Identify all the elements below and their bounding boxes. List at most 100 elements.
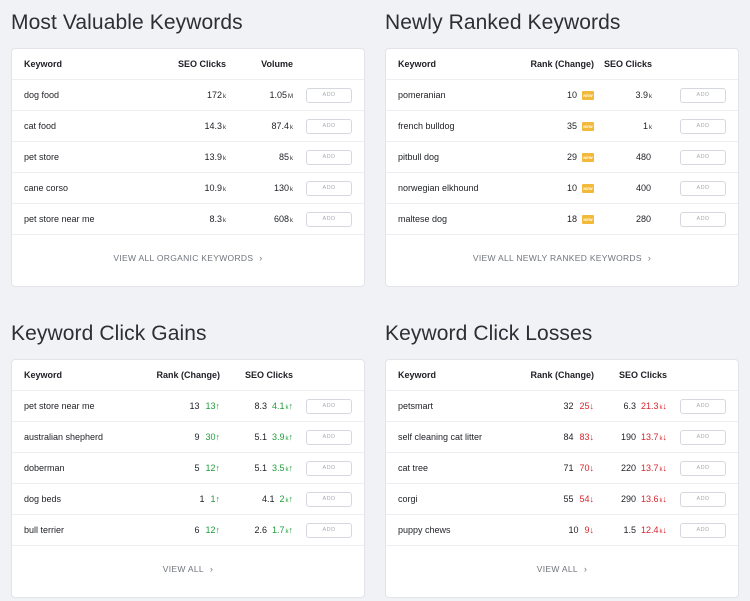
footer-link-label: VIEW ALL NEWLY RANKED KEYWORDS: [472, 253, 642, 263]
seo-clicks-value: 3.9: [635, 90, 648, 100]
table-row: self cleaning cat litter 84 83↓ 190 13.7k↓ AD…: [386, 422, 738, 453]
add-button[interactable]: ADD: [306, 461, 352, 476]
volume-value: 85: [278, 152, 289, 162]
seo-clicks-unit: k: [223, 94, 226, 100]
seo-clicks-change-unit: k: [659, 498, 663, 504]
volume-cell: 608k: [274, 204, 293, 235]
column-header-seo-clicks: SEO Clicks: [177, 59, 226, 69]
seo-clicks-change: 13.7k↓: [641, 463, 667, 473]
volume-value: 1.05: [269, 90, 287, 100]
add-button[interactable]: ADD: [306, 523, 352, 538]
new-badge: NEW: [582, 153, 594, 162]
rank-cell: 10 NEW: [567, 173, 594, 204]
seo-clicks-change-value: 4.1: [271, 401, 285, 411]
newly-ranked-keywords-card: Keyword Rank (Change) SEO Clicks pomeran…: [385, 48, 739, 287]
table-row: dog food 172k 1.05M ADD: [12, 80, 364, 111]
chevron-right-icon: ›: [209, 564, 214, 574]
table-row: dog beds 1 1↑ 4.1 2k↑ ADD: [12, 484, 364, 515]
section-title: Keyword Click Losses: [385, 322, 593, 345]
rank-change-value: 25: [579, 401, 590, 411]
seo-clicks-value: 8.3: [209, 214, 222, 224]
add-button[interactable]: ADD: [306, 88, 352, 103]
rank-value: 10: [566, 183, 577, 193]
rank-change-value: 30: [205, 432, 216, 442]
seo-clicks-change-value: 13.6: [640, 494, 659, 504]
add-button[interactable]: ADD: [680, 492, 726, 507]
seo-clicks-change-unit: k: [285, 498, 289, 504]
add-button[interactable]: ADD: [306, 399, 352, 414]
rank-cell: 18 NEW: [567, 204, 594, 235]
table-row: pet store near me 13 13↑ 8.3 4.1k↑ ADD: [12, 391, 364, 422]
seo-clicks-cell: 8.3 4.1k↑: [254, 391, 293, 422]
volume-cell: 85k: [279, 142, 293, 173]
seo-clicks-value: 172: [206, 90, 222, 100]
column-header-seo-clicks: SEO Clicks: [603, 59, 652, 69]
add-button[interactable]: ADD: [680, 212, 726, 227]
table-row: doberman 5 12↑ 5.1 3.5k↑ ADD: [12, 453, 364, 484]
rank-change: 1↑: [210, 494, 220, 504]
arrow-up-icon: ↑: [215, 432, 221, 442]
seo-clicks-unit: k: [223, 125, 226, 131]
add-button[interactable]: ADD: [680, 181, 726, 196]
seo-clicks-value: 1: [642, 121, 648, 131]
seo-clicks-change-value: 13.7: [640, 432, 659, 442]
arrow-up-icon: ↑: [215, 463, 221, 473]
seo-clicks-cell: 8.3k: [209, 204, 226, 235]
rank-cell: 6 12↑: [194, 515, 220, 546]
add-button[interactable]: ADD: [306, 430, 352, 445]
rank-cell: 13 13↑: [189, 391, 220, 422]
add-button[interactable]: ADD: [680, 461, 726, 476]
seo-clicks-change-unit: k: [659, 405, 663, 411]
add-button[interactable]: ADD: [680, 523, 726, 538]
seo-clicks-value: 1.5: [623, 525, 636, 535]
rank-value: 55: [563, 494, 574, 504]
rank-change: 12↑: [205, 525, 220, 535]
keyword-click-losses-card: Keyword Rank (Change) SEO Clicks petsmar…: [385, 359, 739, 598]
view-all-gains-link[interactable]: VIEW ALL ›: [12, 549, 364, 597]
column-header-keyword: Keyword: [24, 59, 63, 69]
arrow-up-icon: ↑: [288, 463, 294, 473]
section-title: Keyword Click Gains: [11, 322, 207, 345]
column-header-keyword: Keyword: [398, 59, 437, 69]
arrow-up-icon: ↑: [215, 401, 221, 411]
add-button[interactable]: ADD: [306, 119, 352, 134]
table-header: Keyword Rank (Change) SEO Clicks: [12, 360, 364, 391]
add-button[interactable]: ADD: [306, 212, 352, 227]
seo-clicks-change-value: 3.9: [271, 432, 285, 442]
add-button[interactable]: ADD: [306, 181, 352, 196]
arrow-down-icon: ↓: [662, 494, 668, 504]
seo-clicks-change: 1.7k↑: [272, 525, 293, 535]
seo-clicks-unit: k: [223, 218, 226, 224]
view-all-newly-ranked-keywords-link[interactable]: VIEW ALL NEWLY RANKED KEYWORDS ›: [386, 238, 738, 286]
volume-value: 608: [273, 214, 289, 224]
rank-cell: 35 NEW: [567, 111, 594, 142]
add-button[interactable]: ADD: [680, 88, 726, 103]
seo-clicks-change-value: 21.3: [640, 401, 659, 411]
add-button[interactable]: ADD: [680, 430, 726, 445]
rank-cell: 5 12↑: [194, 453, 220, 484]
add-button[interactable]: ADD: [680, 150, 726, 165]
seo-clicks-value: 220: [620, 463, 636, 473]
keyword-cell: bull terrier: [24, 525, 65, 535]
add-button[interactable]: ADD: [306, 492, 352, 507]
keyword-cell: self cleaning cat litter: [398, 432, 483, 442]
seo-clicks-cell: 5.1 3.5k↑: [254, 453, 293, 484]
footer-link-label: VIEW ALL ORGANIC KEYWORDS: [113, 253, 254, 263]
keyword-cell: pitbull dog: [398, 152, 440, 162]
seo-clicks-unit: k: [223, 156, 226, 162]
keyword-cell: cat food: [24, 121, 57, 131]
add-button[interactable]: ADD: [680, 119, 726, 134]
add-button[interactable]: ADD: [680, 399, 726, 414]
rank-change: 13↑: [205, 401, 220, 411]
most-valuable-keywords-card: Keyword SEO Clicks Volume dog food 172k 1.…: [11, 48, 365, 287]
keyword-cell: cat tree: [398, 463, 429, 473]
seo-clicks-cell: 4.1 2k↑: [262, 484, 293, 515]
table-header: Keyword SEO Clicks Volume: [12, 49, 364, 80]
seo-clicks-change: 21.3k↓: [641, 401, 667, 411]
add-button[interactable]: ADD: [306, 150, 352, 165]
seo-clicks-cell: 220 13.7k↓: [621, 453, 667, 484]
arrow-down-icon: ↓: [589, 463, 595, 473]
view-all-losses-link[interactable]: VIEW ALL ›: [386, 549, 738, 597]
seo-clicks-change-value: 1.7: [271, 525, 285, 535]
view-all-organic-keywords-link[interactable]: VIEW ALL ORGANIC KEYWORDS ›: [12, 238, 364, 286]
